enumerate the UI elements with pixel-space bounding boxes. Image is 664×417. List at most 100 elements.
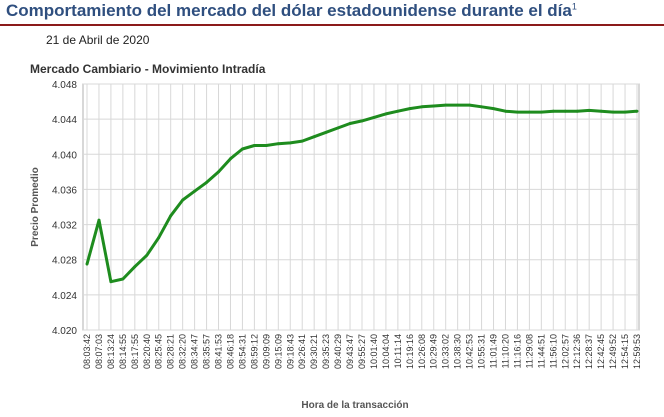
data-point	[181, 198, 185, 202]
x-tick-label: 09:55:27	[357, 334, 367, 369]
data-point	[384, 112, 388, 116]
data-point	[563, 109, 567, 113]
data-point	[420, 105, 424, 109]
x-tick-label: 12:49:52	[608, 334, 618, 369]
x-tick-label: 08:07:03	[94, 334, 104, 369]
x-tick-label: 10:01:40	[369, 334, 379, 369]
x-tick-label: 08:35:57	[202, 334, 212, 369]
data-point	[109, 280, 113, 284]
x-tick-label: 08:03:42	[82, 334, 92, 369]
data-point	[635, 109, 639, 113]
x-tick-label: 12:12:36	[572, 334, 582, 369]
y-tick-label: 4.044	[52, 115, 77, 126]
x-tick-label: 08:20:40	[142, 334, 152, 369]
x-tick-label: 08:13:24	[106, 334, 116, 369]
x-tick-label: 12:59:53	[632, 334, 642, 369]
data-point	[360, 119, 364, 123]
data-point	[492, 107, 495, 110]
data-point	[97, 218, 101, 222]
x-tick-label: 09:40:29	[333, 334, 343, 369]
x-tick-label: 11:56:10	[548, 334, 558, 368]
data-point	[599, 109, 603, 113]
data-point	[300, 139, 304, 143]
page-title-text: Comportamiento del mercado del dólar est…	[6, 1, 572, 20]
x-tick-label: 10:42:53	[465, 334, 475, 369]
y-tick-label: 4.048	[52, 80, 77, 91]
data-point	[336, 126, 340, 130]
data-point	[456, 103, 460, 107]
data-point	[241, 147, 244, 151]
y-tick-label: 4.020	[52, 326, 77, 337]
x-tick-label: 11:16:16	[512, 334, 522, 368]
x-tick-label: 10:11:14	[393, 334, 403, 368]
data-point	[611, 110, 615, 114]
x-tick-label: 09:26:41	[297, 334, 307, 369]
x-tick-label: 09:09:09	[261, 334, 271, 369]
x-tick-label: 10:19:16	[405, 334, 415, 369]
y-axis-label: Precio Promedio	[30, 167, 41, 246]
data-point	[587, 109, 591, 112]
data-point	[372, 116, 376, 119]
x-tick-label: 08:28:21	[166, 334, 176, 369]
x-tick-label: 08:46:18	[225, 334, 235, 369]
data-point	[169, 214, 173, 218]
x-tick-label: 12:54:15	[620, 334, 630, 369]
report-date: 21 de Abril de 2020	[46, 33, 150, 47]
x-tick-label: 10:38:30	[453, 334, 463, 369]
x-tick-label: 11:10:20	[500, 334, 510, 368]
x-tick-label: 11:29:08	[524, 334, 534, 368]
x-tick-label: 12:28:37	[584, 334, 594, 369]
x-tick-label: 12:42:45	[596, 334, 606, 369]
data-point	[516, 110, 519, 114]
x-tick-label: 08:54:31	[237, 334, 247, 369]
data-point	[504, 109, 507, 113]
data-point	[468, 103, 471, 107]
x-tick-label: 09:43:47	[345, 334, 355, 369]
x-tick-label: 08:34:47	[190, 334, 200, 369]
page-title: Comportamiento del mercado del dólar est…	[6, 1, 577, 21]
data-point	[121, 277, 125, 281]
x-tick-label: 09:35:23	[321, 334, 331, 369]
x-tick-label: 08:17:55	[130, 334, 140, 369]
x-tick-label: 11:44:51	[536, 334, 546, 368]
title-footnote: 1	[571, 1, 577, 12]
data-point	[432, 104, 436, 108]
x-axis-label: Hora de la transacción	[301, 400, 408, 411]
data-point	[575, 109, 579, 113]
x-tick-label: 08:59:12	[249, 334, 259, 369]
x-tick-label: 08:14:55	[118, 334, 128, 369]
x-tick-label: 09:30:21	[309, 334, 319, 369]
data-point	[324, 130, 328, 134]
x-tick-label: 11:01:49	[489, 334, 499, 368]
data-point	[253, 144, 256, 147]
data-point	[312, 135, 316, 139]
data-point	[193, 189, 197, 193]
data-point	[408, 107, 412, 110]
x-tick-label: 10:29:49	[429, 334, 439, 369]
data-point	[551, 109, 555, 113]
data-point	[85, 262, 89, 266]
x-tick-label: 08:32:20	[178, 334, 188, 369]
data-point	[623, 110, 627, 114]
data-point	[348, 122, 352, 125]
y-tick-label: 4.028	[52, 256, 77, 267]
data-point	[229, 157, 232, 161]
y-tick-label: 4.024	[52, 291, 77, 302]
data-point	[205, 181, 209, 184]
title-rule	[0, 24, 664, 26]
x-tick-label: 09:15:09	[273, 334, 283, 369]
x-tick-label: 10:26:08	[417, 334, 427, 369]
x-tick-label: 12:02:57	[560, 334, 570, 369]
data-point	[444, 103, 448, 107]
x-tick-label: 10:55:31	[477, 334, 487, 369]
data-point	[276, 142, 280, 146]
x-tick-label: 10:04:04	[381, 334, 391, 369]
x-tick-label: 08:41:53	[214, 334, 224, 369]
x-tick-label: 10:33:02	[441, 334, 451, 369]
data-point	[539, 110, 543, 114]
data-point	[145, 253, 149, 257]
x-tick-label: 09:18:43	[285, 334, 295, 369]
data-point	[480, 105, 483, 109]
data-point	[264, 144, 268, 147]
